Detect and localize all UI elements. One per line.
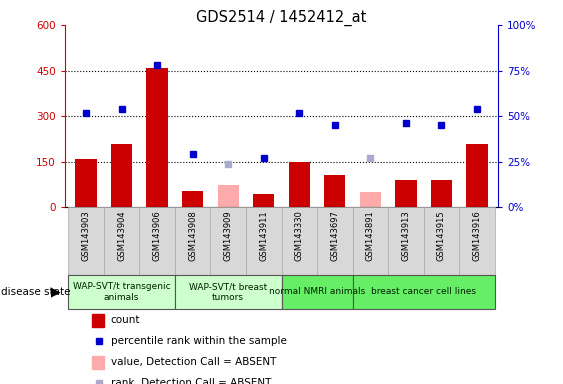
Bar bbox=[68, 275, 175, 309]
Bar bbox=[182, 190, 203, 207]
Bar bbox=[459, 207, 495, 275]
Text: GSM143909: GSM143909 bbox=[224, 210, 233, 261]
Text: GSM143908: GSM143908 bbox=[188, 210, 197, 261]
Bar bbox=[104, 207, 140, 275]
Bar bbox=[431, 180, 452, 207]
Bar bbox=[75, 159, 97, 207]
Bar bbox=[282, 275, 352, 309]
Bar bbox=[175, 207, 211, 275]
Bar bbox=[317, 207, 352, 275]
Bar bbox=[68, 207, 104, 275]
Text: GSM143904: GSM143904 bbox=[117, 210, 126, 261]
Bar bbox=[388, 207, 423, 275]
Bar bbox=[423, 207, 459, 275]
Text: normal NMRI animals: normal NMRI animals bbox=[269, 287, 365, 296]
Text: GSM143915: GSM143915 bbox=[437, 210, 446, 261]
Bar bbox=[246, 207, 282, 275]
Text: rank, Detection Call = ABSENT: rank, Detection Call = ABSENT bbox=[110, 378, 271, 384]
Text: GSM143891: GSM143891 bbox=[366, 210, 375, 261]
Text: GSM143906: GSM143906 bbox=[153, 210, 162, 261]
Bar bbox=[217, 185, 239, 207]
Text: WAP-SVT/t breast
tumors: WAP-SVT/t breast tumors bbox=[189, 282, 267, 301]
Bar bbox=[360, 192, 381, 207]
Text: GSM143913: GSM143913 bbox=[401, 210, 410, 261]
Bar bbox=[289, 162, 310, 207]
Bar bbox=[352, 275, 495, 309]
Text: ▶: ▶ bbox=[51, 285, 61, 298]
Bar bbox=[324, 175, 346, 207]
Bar bbox=[92, 356, 104, 369]
Bar bbox=[111, 144, 132, 207]
Bar bbox=[92, 314, 104, 327]
Text: GSM143911: GSM143911 bbox=[259, 210, 268, 261]
Bar bbox=[140, 207, 175, 275]
Text: GSM143330: GSM143330 bbox=[295, 210, 304, 261]
Text: GSM143903: GSM143903 bbox=[82, 210, 91, 261]
Text: disease state: disease state bbox=[1, 287, 70, 297]
Bar bbox=[253, 194, 274, 207]
Bar bbox=[282, 207, 317, 275]
Bar bbox=[175, 275, 282, 309]
Bar bbox=[352, 207, 388, 275]
Text: percentile rank within the sample: percentile rank within the sample bbox=[110, 336, 287, 346]
Bar bbox=[395, 180, 417, 207]
Bar bbox=[146, 68, 168, 207]
Text: value, Detection Call = ABSENT: value, Detection Call = ABSENT bbox=[110, 357, 276, 367]
Text: count: count bbox=[110, 315, 140, 325]
Bar bbox=[466, 144, 488, 207]
Text: WAP-SVT/t transgenic
animals: WAP-SVT/t transgenic animals bbox=[73, 282, 171, 301]
Text: GDS2514 / 1452412_at: GDS2514 / 1452412_at bbox=[196, 10, 367, 26]
Text: GSM143697: GSM143697 bbox=[330, 210, 339, 261]
Text: GSM143916: GSM143916 bbox=[472, 210, 481, 261]
Text: breast cancer cell lines: breast cancer cell lines bbox=[371, 287, 476, 296]
Bar bbox=[211, 207, 246, 275]
